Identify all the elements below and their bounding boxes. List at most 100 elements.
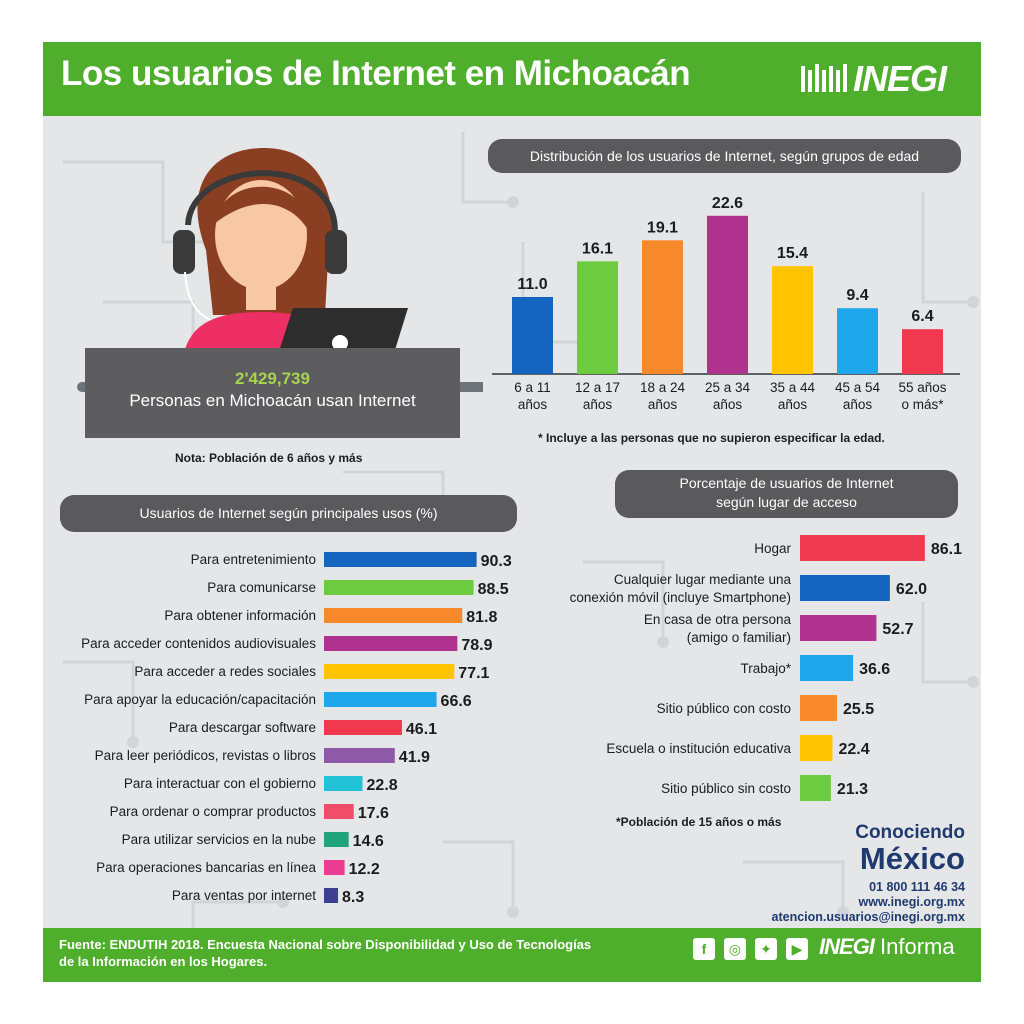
place-category-label: Cualquier lugar mediante una bbox=[614, 572, 792, 587]
users-count: 2'429,739 bbox=[235, 369, 310, 388]
age-bar-chart: 11.0 6 a 11 años 16.1 12 a 17 años 19.1 18 a 24… bbox=[492, 195, 960, 412]
age-category-label: años bbox=[713, 397, 743, 412]
uses-category-label: Para descargar software bbox=[169, 720, 316, 735]
contact-phone: 01 800 111 46 34 bbox=[869, 880, 965, 894]
uses-bar-value-label: 22.8 bbox=[367, 777, 398, 794]
contact-website-link[interactable]: www.inegi.org.mx bbox=[858, 895, 966, 909]
inegi-brand-text: INEGI bbox=[819, 934, 875, 959]
age-category-label: 6 a 11 bbox=[514, 380, 551, 395]
uses-bar bbox=[324, 580, 474, 595]
uses-bar-value-label: 90.3 bbox=[481, 553, 512, 570]
place-category-label: En casa de otra persona bbox=[644, 612, 792, 627]
uses-bar-value-label: 46.1 bbox=[406, 721, 437, 738]
age-bar bbox=[707, 215, 748, 374]
age-bar bbox=[642, 240, 683, 374]
uses-category-label: Para utilizar servicios en la nube bbox=[122, 832, 316, 847]
place-category-label: Hogar bbox=[754, 541, 791, 556]
uses-bar-value-label: 66.6 bbox=[441, 693, 472, 710]
age-bar bbox=[772, 266, 813, 374]
age-category-label: 55 años bbox=[898, 380, 946, 395]
age-bar bbox=[512, 297, 553, 374]
place-category-label: Escuela o institución educativa bbox=[606, 741, 791, 756]
uses-category-label: Para ordenar o comprar productos bbox=[110, 804, 317, 819]
place-category-label: Sitio público sin costo bbox=[661, 781, 791, 796]
place-chart-title: Porcentaje de usuarios de Internet según… bbox=[615, 470, 958, 518]
age-bar-value-label: 6.4 bbox=[911, 308, 933, 325]
youtube-icon[interactable]: ▶ bbox=[786, 938, 808, 960]
uses-category-label: Para comunicarse bbox=[207, 580, 316, 595]
uses-bar bbox=[324, 860, 345, 875]
uses-bar-value-label: 17.6 bbox=[358, 805, 389, 822]
uses-category-label: Para acceder a redes sociales bbox=[134, 664, 316, 679]
uses-bar-value-label: 14.6 bbox=[353, 833, 384, 850]
place-category-label: conexión móvil (incluye Smartphone) bbox=[570, 590, 791, 605]
age-category-label: 18 a 24 bbox=[640, 380, 686, 395]
uses-category-label: Para apoyar la educación/capacitación bbox=[84, 692, 316, 707]
uses-bar bbox=[324, 776, 363, 791]
place-bar-value-label: 25.5 bbox=[843, 701, 874, 718]
age-category-label: años bbox=[518, 397, 548, 412]
place-bar bbox=[800, 655, 854, 681]
uses-bar-chart: Para entretenimiento 90.3 Para comunicarse… bbox=[81, 552, 512, 906]
footer-bar: Fuente: ENDUTIH 2018. Encuesta Nacional … bbox=[43, 928, 981, 982]
age-category-label: 45 a 54 bbox=[835, 380, 881, 395]
source-line-1: Fuente: ENDUTIH 2018. Encuesta Nacional … bbox=[59, 937, 592, 952]
age-bar-value-label: 19.1 bbox=[647, 219, 678, 236]
age-category-label: o más* bbox=[901, 397, 944, 412]
place-bar-value-label: 22.4 bbox=[838, 741, 869, 758]
uses-bar bbox=[324, 748, 395, 763]
uses-bar-value-label: 77.1 bbox=[458, 665, 489, 682]
uses-category-label: Para leer periódicos, revistas o libros bbox=[95, 748, 317, 763]
contact-email-link[interactable]: atencion.usuarios@inegi.org.mx bbox=[771, 910, 965, 924]
place-bar bbox=[800, 695, 837, 721]
place-chart-title-line1: Porcentaje de usuarios de Internet bbox=[679, 475, 894, 491]
uses-bar bbox=[324, 552, 477, 567]
facebook-icon[interactable]: f bbox=[693, 938, 715, 960]
age-category-label: años bbox=[778, 397, 808, 412]
uses-bar bbox=[324, 888, 339, 903]
uses-bar-value-label: 81.8 bbox=[466, 609, 497, 626]
uses-category-label: Para obtener información bbox=[164, 608, 316, 623]
uses-category-label: Para operaciones bancarias en línea bbox=[96, 860, 316, 875]
place-chart-note: *Población de 15 años o más bbox=[616, 815, 782, 829]
age-category-label: años bbox=[583, 397, 613, 412]
inegi-informa-brand: INEGI Informa bbox=[819, 934, 955, 960]
uses-category-label: Para ventas por internet bbox=[172, 888, 316, 903]
place-bar bbox=[800, 615, 877, 641]
population-note: Nota: Población de 6 años y más bbox=[175, 451, 363, 465]
instagram-icon[interactable]: ◎ bbox=[724, 938, 746, 960]
place-bar-value-label: 21.3 bbox=[837, 781, 868, 798]
uses-bar bbox=[324, 636, 458, 651]
place-category-label: (amigo o familiar) bbox=[687, 630, 791, 645]
uses-bar-value-label: 12.2 bbox=[349, 861, 380, 878]
uses-bar-value-label: 41.9 bbox=[399, 749, 430, 766]
conociendo-label: Conociendo bbox=[855, 822, 965, 843]
uses-category-label: Para acceder contenidos audiovisuales bbox=[81, 636, 316, 651]
age-category-label: 12 a 17 bbox=[575, 380, 620, 395]
age-category-label: 35 a 44 bbox=[770, 380, 816, 395]
age-bar bbox=[902, 329, 943, 374]
place-bar-value-label: 52.7 bbox=[882, 621, 913, 638]
place-bar-value-label: 36.6 bbox=[859, 661, 890, 678]
uses-bar bbox=[324, 608, 463, 623]
age-category-label: años bbox=[648, 397, 678, 412]
place-bar-chart: Hogar 86.1 Cualquier lugar mediante una con… bbox=[570, 535, 962, 801]
source-note: Fuente: ENDUTIH 2018. Encuesta Nacional … bbox=[59, 936, 679, 970]
users-count-label: Personas en Michoacán usan Internet bbox=[129, 391, 416, 410]
page-title: Los usuarios de Internet en Michoacán bbox=[61, 54, 691, 93]
twitter-icon[interactable]: ✦ bbox=[755, 938, 777, 960]
uses-bar bbox=[324, 692, 437, 707]
age-chart-title: Distribución de los usuarios de Internet… bbox=[488, 139, 961, 173]
age-chart-note: * Incluye a las personas que no supieron… bbox=[538, 431, 885, 445]
age-bar bbox=[837, 308, 878, 374]
age-bar-value-label: 16.1 bbox=[582, 240, 613, 257]
source-line-2: de la Información en los Hogares. bbox=[59, 954, 268, 969]
inegi-mark-icon bbox=[801, 64, 847, 92]
uses-chart-title: Usuarios de Internet según principales u… bbox=[60, 495, 517, 532]
uses-category-label: Para entretenimiento bbox=[191, 552, 316, 567]
place-bar bbox=[800, 535, 925, 561]
age-bar bbox=[577, 261, 618, 374]
age-category-label: años bbox=[843, 397, 873, 412]
header-bar: Los usuarios de Internet en Michoacán IN… bbox=[43, 42, 981, 116]
mexico-label: México bbox=[859, 841, 965, 876]
